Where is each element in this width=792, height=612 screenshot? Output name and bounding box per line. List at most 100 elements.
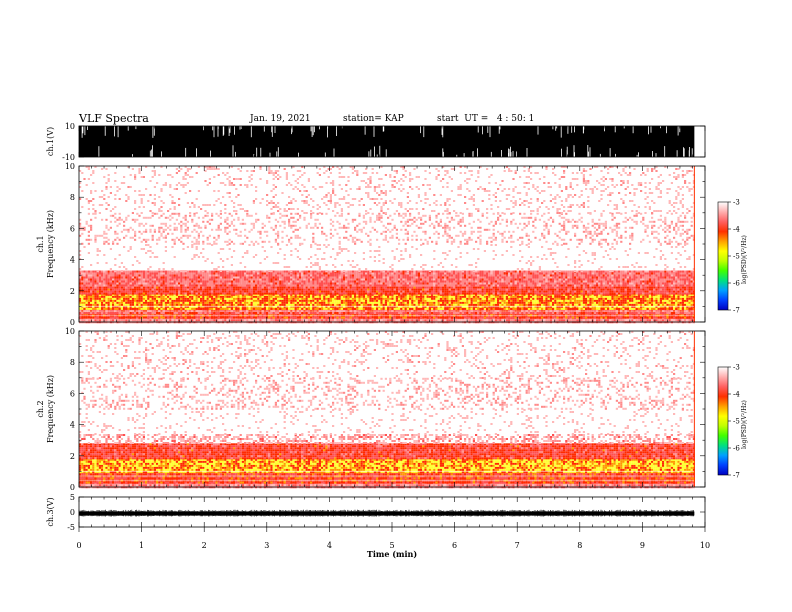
- x-tick-label: 7: [515, 541, 520, 550]
- colorbar-tick-label: -4: [733, 391, 740, 399]
- ch1-waveform-gap: [587, 145, 588, 157]
- ch1-waveform-gap: [374, 147, 375, 158]
- ch1-waveform-gap: [152, 145, 153, 157]
- x-tick-label: 0: [76, 541, 81, 550]
- ch1-waveform-gap: [610, 148, 611, 157]
- ch1-waveform-gap: [311, 126, 312, 131]
- ch1-waveform-gap: [491, 152, 492, 157]
- y-tick-label: 0: [70, 318, 75, 327]
- ch1-waveform-gap: [600, 154, 601, 157]
- colorbar-tick-label: -7: [733, 307, 740, 315]
- ch1-waveform-gap: [212, 126, 213, 130]
- ch1-waveform-gap: [527, 148, 528, 157]
- ch1-waveform-gap: [234, 126, 235, 135]
- ch3-waveform-noise: [79, 510, 693, 517]
- ch1-waveform-gap: [128, 126, 129, 131]
- colorbar-tick-label: -3: [733, 364, 740, 372]
- ch1-waveform-gap: [648, 126, 649, 134]
- ch1-waveform-gap: [278, 147, 279, 157]
- y-tick-label: 8: [70, 193, 75, 202]
- ch1-waveform-gap: [561, 126, 562, 138]
- colorbar: [718, 202, 728, 310]
- ch1-waveform-gap: [264, 126, 265, 132]
- ch1-waveform-gap: [312, 126, 313, 137]
- colorbar-tick-label: -3: [733, 199, 740, 207]
- x-tick-label: 4: [327, 541, 332, 550]
- ch1-waveform-gap: [638, 152, 639, 157]
- y-tick-label: 2: [70, 452, 75, 461]
- y-tick-label: 10: [65, 327, 75, 336]
- y-tick-label: 4: [70, 256, 75, 265]
- ch1-waveform-gap: [214, 126, 215, 137]
- ch1-waveform-gap: [85, 126, 86, 135]
- ch1-waveform-gap: [114, 126, 115, 136]
- y-axis-label: Frequency (kHz): [46, 210, 55, 278]
- ch1-waveform-gap: [511, 152, 512, 157]
- ch1-waveform-gap: [83, 126, 84, 133]
- ch1-waveform-gap: [161, 151, 162, 157]
- colorbar: [718, 367, 728, 475]
- ch1-waveform-gap: [336, 126, 337, 136]
- ch1-waveform-gap: [256, 148, 257, 157]
- ch1-waveform-gap: [87, 126, 88, 130]
- ch1-waveform-gap: [487, 126, 488, 133]
- ch1-waveform-gap: [118, 126, 119, 137]
- ch1-waveform-gap: [473, 152, 474, 157]
- ch1-waveform-gap: [464, 153, 465, 157]
- y-axis-label: ch.2: [36, 400, 45, 417]
- ch1-waveform-gap: [588, 152, 589, 157]
- ch1-waveform-gap: [365, 126, 366, 135]
- ch1-waveform-gap: [132, 154, 133, 157]
- ch1-waveform-gap: [442, 148, 443, 157]
- ch1-waveform-gap: [203, 126, 204, 130]
- colorbar-label: log(PSD)(V²/Hz): [741, 235, 748, 284]
- ch1-waveform-gap: [420, 126, 421, 133]
- ch1-waveform-gap: [509, 149, 510, 157]
- ch1-waveform-gap: [136, 126, 137, 129]
- y-tick-label: 4: [70, 421, 75, 430]
- ch1-waveform-gap: [574, 145, 575, 157]
- colorbar-tick-label: -5: [733, 418, 740, 426]
- ch1-waveform-gap: [230, 126, 231, 133]
- ch1-waveform-gap: [105, 126, 106, 136]
- ch1-waveform-gap: [271, 126, 272, 132]
- ch1-waveform-gap: [276, 151, 277, 157]
- ch1-waveform-gap: [442, 126, 443, 137]
- y-tick-label: 0: [70, 508, 75, 517]
- y-tick-label: 8: [70, 358, 75, 367]
- x-tick-label: 1: [139, 541, 144, 550]
- ch1-waveform-gap: [223, 126, 224, 135]
- ch1-waveform-gap: [683, 147, 684, 157]
- ch1-waveform-gap: [516, 152, 517, 158]
- ch1-waveform-gap: [513, 151, 514, 157]
- ch1-spectrogram: [79, 166, 695, 323]
- ch1-waveform-gap: [677, 150, 678, 157]
- ch1-waveform-gap: [689, 147, 690, 157]
- ch1-waveform-gap: [99, 146, 100, 157]
- ch1-waveform-gap: [313, 126, 314, 135]
- ch2-spectrogram: [79, 331, 695, 488]
- colorbar-label: log(PSD)(V²/Hz): [741, 400, 748, 449]
- colorbar-tick-label: -7: [733, 472, 740, 480]
- ch1-waveform-gap: [383, 126, 384, 131]
- ch1-waveform-gap: [423, 126, 424, 137]
- ch1-waveform-gap: [218, 126, 219, 129]
- ch1-waveform-gap: [151, 150, 152, 158]
- ch1-waveform-gap: [386, 149, 387, 157]
- ch1-waveform-gap: [482, 126, 483, 134]
- ch1-waveform-gap: [633, 126, 634, 133]
- ch1-waveform-fill: [79, 126, 694, 157]
- y-tick-label: 10: [65, 122, 75, 131]
- ch1-waveform-gap: [652, 151, 653, 157]
- ch1-waveform-gap: [583, 126, 584, 133]
- colorbar-tick-label: -5: [733, 253, 740, 261]
- ch1-waveform-gap: [568, 126, 569, 134]
- y-tick-label: 0: [70, 483, 75, 492]
- ch1-waveform-gap: [275, 126, 276, 133]
- ch1-waveform-gap: [555, 126, 556, 131]
- ch1-waveform-gap: [574, 126, 575, 132]
- ch1-waveform-gap: [501, 150, 502, 157]
- ch1-waveform-gap: [240, 126, 241, 130]
- ch1-waveform-gap: [500, 126, 501, 129]
